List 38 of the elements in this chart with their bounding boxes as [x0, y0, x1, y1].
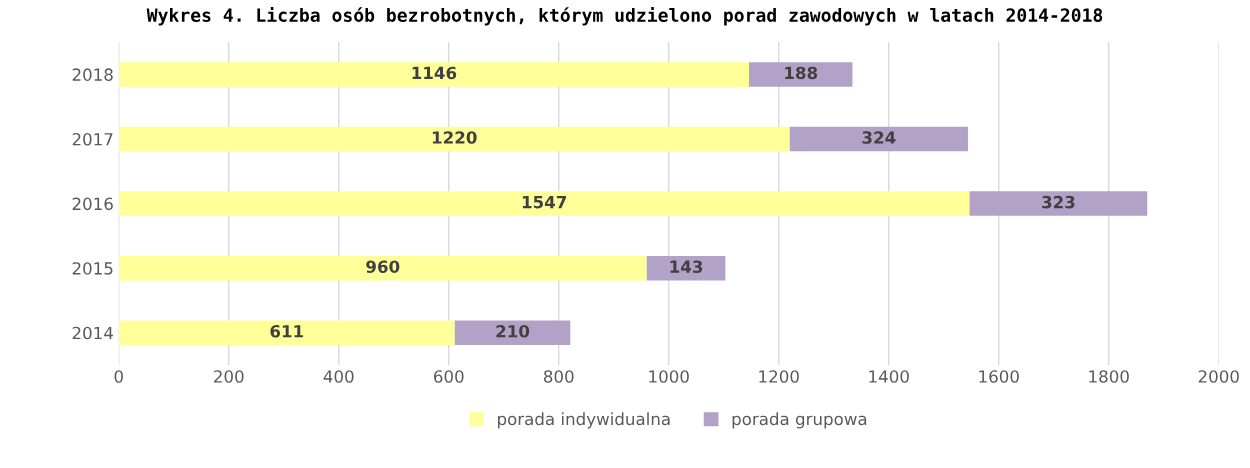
x-tick-label: 1600	[979, 370, 1019, 383]
bar	[118, 126, 790, 152]
data-label: 1547	[522, 196, 567, 209]
data-label: 210	[496, 324, 530, 338]
legend-label: porada grupowa	[732, 412, 867, 429]
bar	[789, 126, 968, 152]
bar	[454, 320, 571, 346]
x-tick-label: 1400	[869, 370, 909, 383]
bar	[749, 62, 853, 87]
x-tick-label: 800	[543, 370, 574, 383]
y-tick-label: 2015	[72, 262, 113, 275]
x-tick-label: 400	[323, 370, 354, 383]
x-tick-label: 1000	[649, 370, 689, 383]
data-label: 188	[785, 66, 818, 80]
bar	[118, 62, 750, 87]
y-tick-label: 2014	[72, 326, 113, 340]
x-tick-label: 1200	[759, 370, 799, 383]
x-tick-label: 200	[214, 370, 244, 383]
y-tick-label: 2017	[72, 132, 113, 146]
chart-title: Wykres 4. Liczba osób bezrobotnych, którym udzielono porad zawodowych w latach 2014-2018	[146, 7, 1103, 26]
data-label: 143	[670, 260, 703, 273]
data-label: 611	[270, 324, 304, 338]
bar	[969, 191, 1148, 216]
x-tick-label: 0	[114, 370, 123, 383]
y-tick-label: 2018	[72, 68, 113, 81]
bar	[118, 255, 647, 281]
x-tick-label: 1800	[1089, 370, 1129, 383]
data-label: 1146	[412, 66, 457, 80]
data-label: 960	[366, 260, 400, 273]
bar	[118, 320, 455, 346]
data-label: 1220	[432, 131, 477, 144]
x-tick-label: 2000	[1198, 370, 1239, 383]
bar	[118, 191, 970, 216]
data-label: 324	[862, 131, 896, 144]
x-tick-label: 600	[434, 370, 464, 383]
data-label: 323	[1042, 195, 1075, 209]
legend-label: porada indywidualna	[498, 412, 670, 429]
y-tick-label: 2016	[72, 197, 113, 211]
